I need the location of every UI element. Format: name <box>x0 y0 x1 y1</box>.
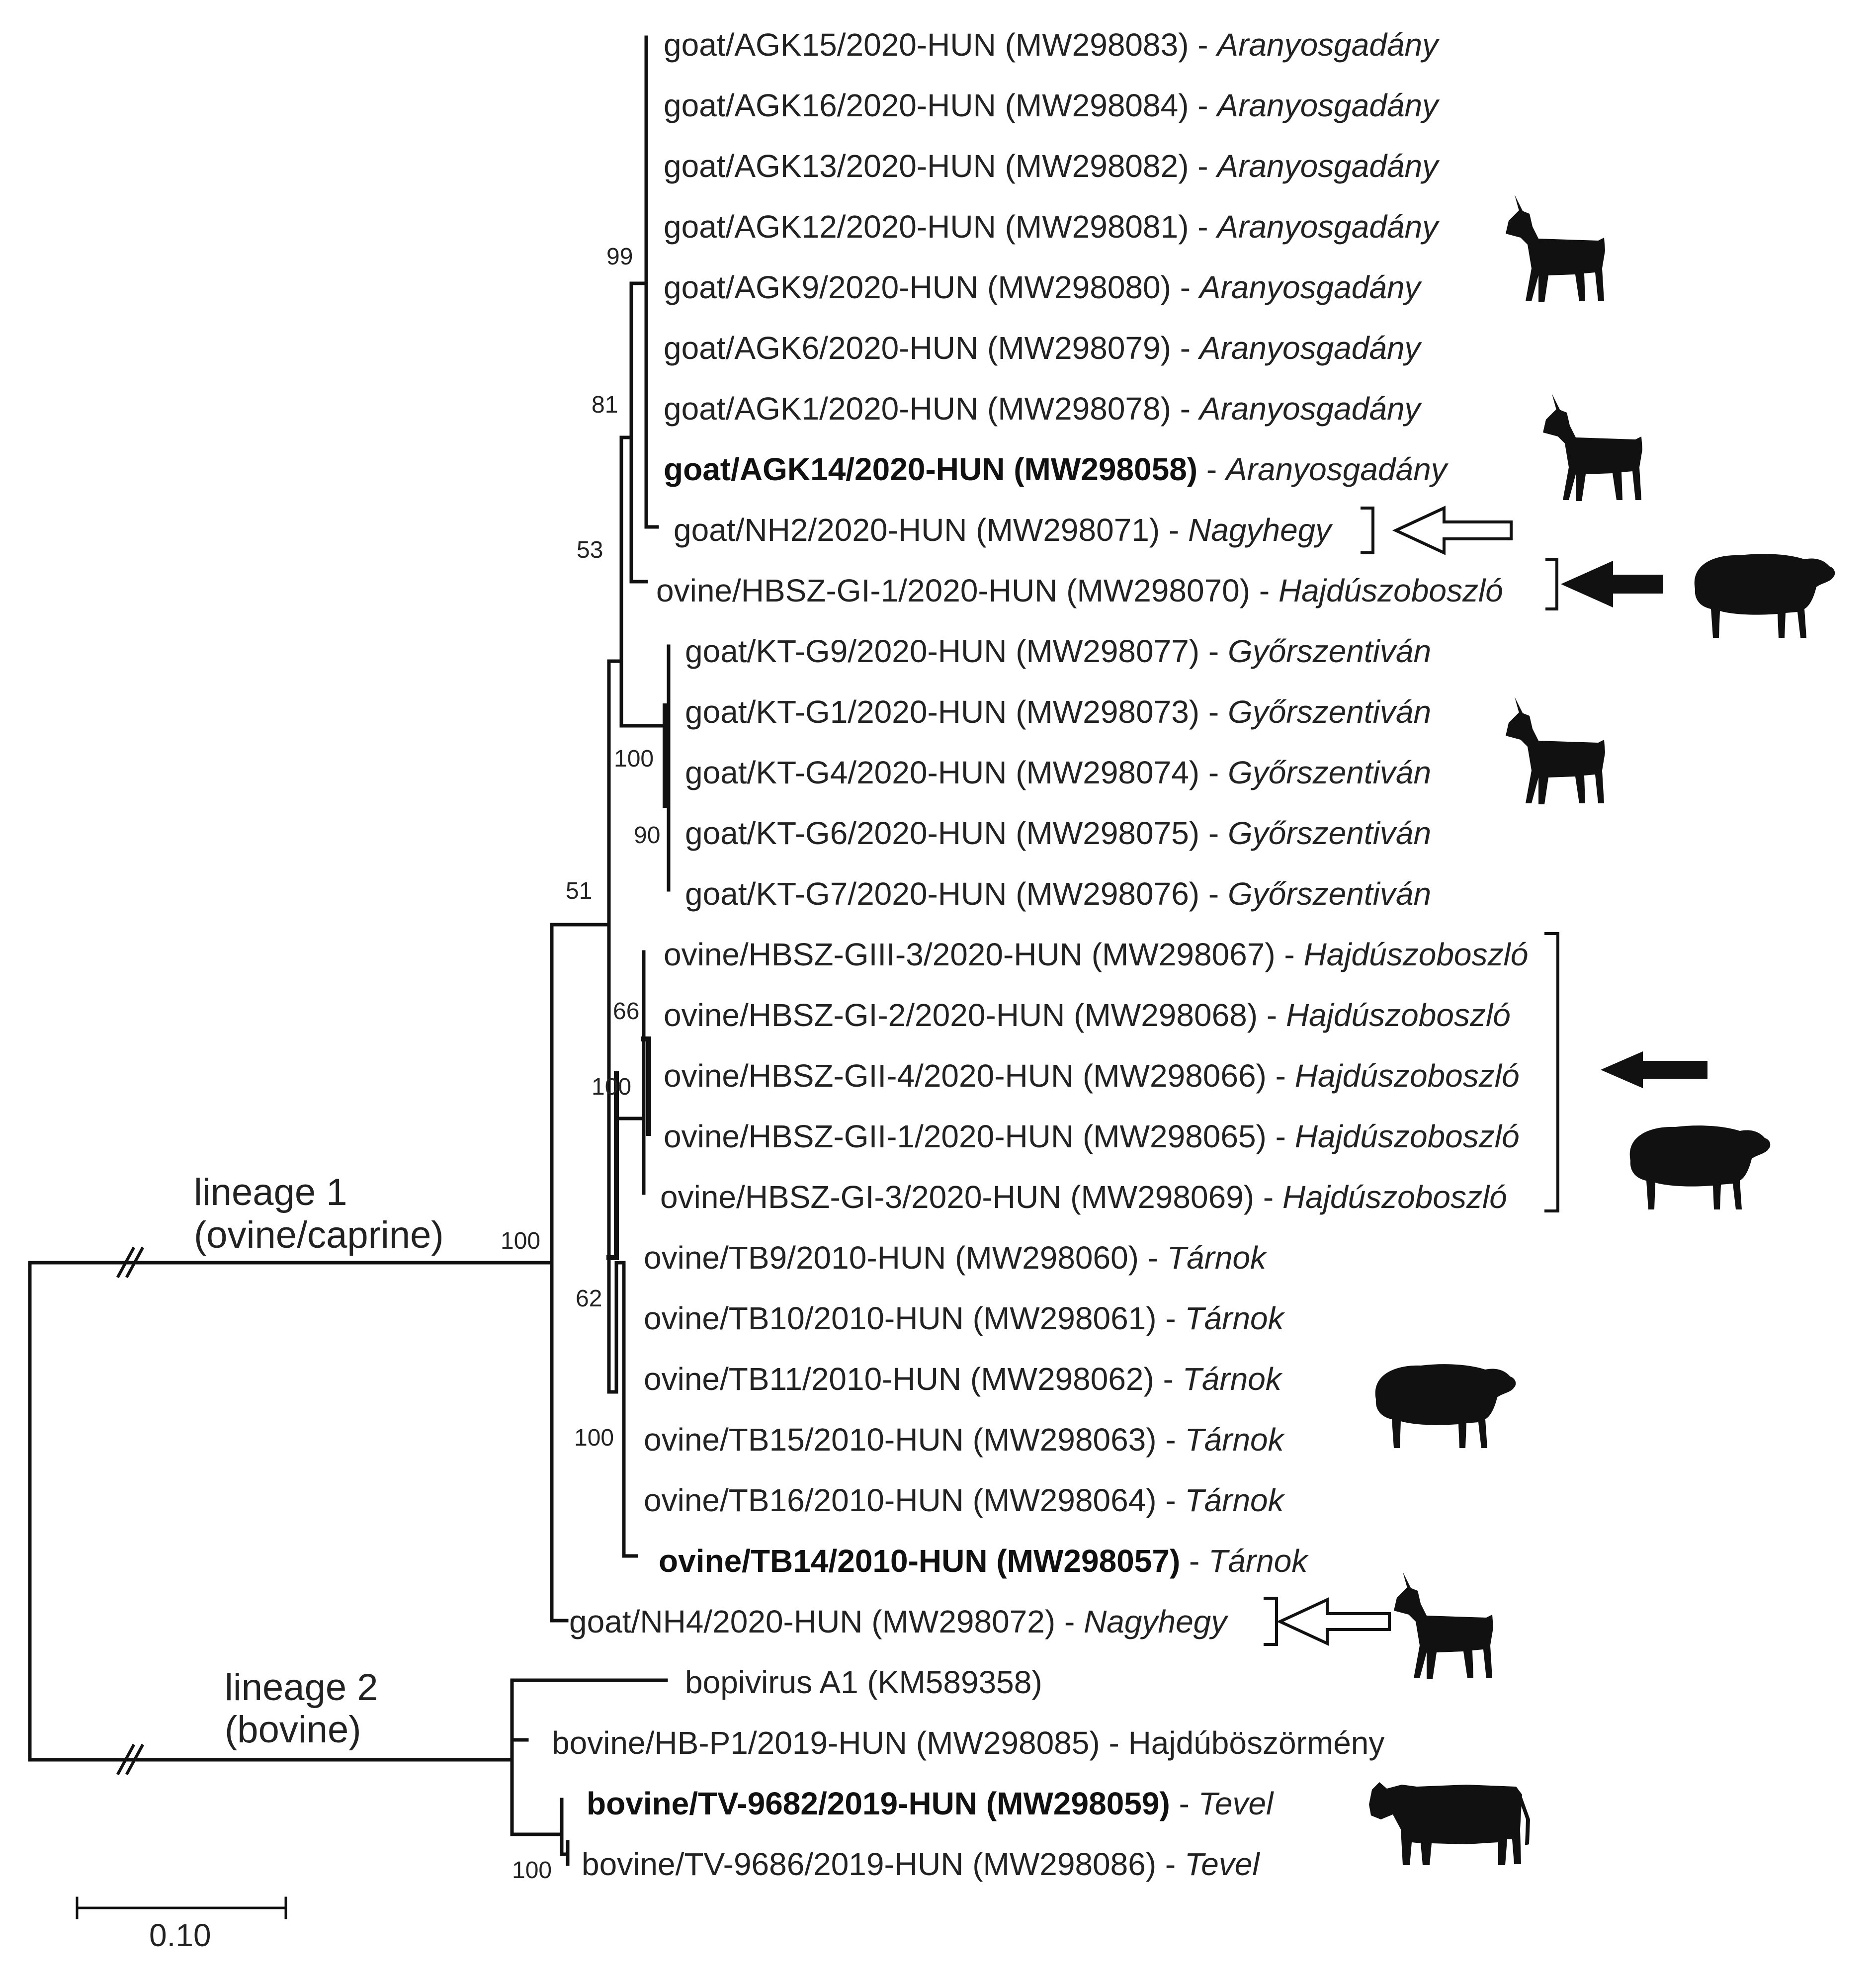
taxon-label: goat/KT-G9/2020-HUN (MW298077) - Győrsze… <box>685 633 1431 669</box>
bootstrap-value: 81 <box>592 392 618 418</box>
lineage-1-label: lineage 1 <box>194 1171 347 1213</box>
taxon-label: goat/KT-G7/2020-HUN (MW298076) - Győrsze… <box>685 876 1431 912</box>
bootstrap-value: 100 <box>592 1074 631 1100</box>
bootstrap-value: 99 <box>606 244 633 270</box>
taxon-label: ovine/TB16/2010-HUN (MW298064) - Tárnok <box>644 1482 1285 1518</box>
taxon-label: ovine/HBSZ-GI-3/2020-HUN (MW298069) - Ha… <box>660 1179 1507 1215</box>
bootstrap-value: 62 <box>576 1286 602 1312</box>
taxon-label: goat/KT-G4/2020-HUN (MW298074) - Győrsze… <box>685 755 1431 790</box>
taxon-label: goat/NH4/2020-HUN (MW298072) - Nagyhegy <box>569 1604 1229 1639</box>
annotations <box>1264 506 1707 1646</box>
bootstrap-value: 100 <box>512 1857 552 1884</box>
taxon-label: goat/AGK6/2020-HUN (MW298079) - Aranyosg… <box>664 330 1423 366</box>
taxon-label: bovine/HB-P1/2019-HUN (MW298085) - Hajdú… <box>552 1725 1384 1761</box>
taxon-label: goat/AGK15/2020-HUN (MW298083) - Aranyos… <box>664 27 1440 63</box>
bootstrap-value: 53 <box>577 537 603 563</box>
taxon-label: ovine/TB14/2010-HUN (MW298057) - Tárnok <box>659 1543 1309 1579</box>
hbsz-clade-node <box>606 1071 619 1260</box>
lineage-labels: lineage 1 (ovine/caprine) lineage 2 (bov… <box>194 1171 444 1751</box>
lineage-2-sublabel: (bovine) <box>225 1709 361 1751</box>
taxon-label: ovine/HBSZ-GIII-3/2020-HUN (MW298067) - … <box>664 937 1528 972</box>
taxon-label: goat/KT-G1/2020-HUN (MW298073) - Győrsze… <box>685 694 1431 730</box>
nh2-bracket <box>1361 507 1374 554</box>
taxon-label: goat/KT-G6/2020-HUN (MW298075) - Győrsze… <box>685 815 1431 851</box>
taxon-label: ovine/HBSZ-GII-1/2020-HUN (MW298065) - H… <box>664 1119 1520 1154</box>
hbsz-gi1-arrow <box>1561 561 1663 607</box>
hbsz-branch <box>614 950 646 1195</box>
taxon-label: ovine/HBSZ-GII-4/2020-HUN (MW298066) - H… <box>664 1058 1520 1094</box>
taxon-label: goat/AGK16/2020-HUN (MW298084) - Aranyos… <box>664 87 1440 123</box>
bootstrap-value: 66 <box>613 998 639 1025</box>
sheep-icon <box>1694 554 1835 638</box>
goat-icon <box>1506 697 1605 804</box>
axis-break-marks <box>116 1246 145 1776</box>
taxon-label: bovine/TV-9682/2019-HUN (MW298059) - Tev… <box>587 1786 1274 1821</box>
bootstrap-value: 100 <box>501 1228 540 1254</box>
tree-branches <box>28 35 671 1866</box>
bootstrap-values: 99 81 53 100 90 51 66 100 62 100 100 100 <box>501 244 660 1884</box>
scale-label: 0.10 <box>149 1917 211 1953</box>
taxon-label: goat/AGK14/2020-HUN (MW298058) - Aranyos… <box>664 451 1449 487</box>
taxon-label: goat/AGK13/2020-HUN (MW298082) - Aranyos… <box>664 148 1440 184</box>
hbsz-inner-node-66 <box>641 1036 651 1136</box>
taxon-label: ovine/TB15/2010-HUN (MW298063) - Tárnok <box>644 1422 1285 1458</box>
taxon-label: goat/AGK9/2020-HUN (MW298080) - Aranyosg… <box>664 269 1423 305</box>
hbsz-bracket <box>1544 932 1559 1212</box>
bootstrap-value: 51 <box>566 878 592 904</box>
taxon-label: ovine/HBSZ-GI-1/2020-HUN (MW298070) - Ha… <box>656 573 1503 608</box>
bootstrap-value: 100 <box>574 1425 614 1451</box>
taxon-label: bovine/TV-9686/2019-HUN (MW298086) - Tev… <box>582 1846 1260 1882</box>
taxon-label: goat/AGK12/2020-HUN (MW298081) - Aranyos… <box>664 209 1440 245</box>
taxon-label: ovine/TB10/2010-HUN (MW298061) - Tárnok <box>644 1300 1285 1336</box>
taxon-label: bopivirus A1 (KM589358) <box>685 1664 1042 1700</box>
tb-clade-branch <box>607 1261 626 1394</box>
tv9686-inner-branch <box>560 1840 570 1866</box>
cow-icon <box>1369 1782 1530 1865</box>
taxon-labels: goat/AGK15/2020-HUN (MW298083) - Aranyos… <box>552 27 1528 1882</box>
goat-icon <box>1394 1572 1493 1679</box>
taxon-label: ovine/HBSZ-GI-2/2020-HUN (MW298068) - Ha… <box>664 997 1511 1033</box>
hbsz-gi1-bracket <box>1545 558 1558 610</box>
scale-bar: 0.10 <box>76 1896 287 1953</box>
taxon-label: goat/NH2/2020-HUN (MW298071) - Nagyhegy <box>674 512 1333 548</box>
nh4-bracket <box>1264 1597 1278 1646</box>
nh2-open-arrow <box>1392 506 1513 555</box>
hbsz-arrow <box>1601 1051 1707 1088</box>
taxon-label: goat/AGK1/2020-HUN (MW298078) - Aranyosg… <box>664 391 1423 427</box>
taxon-label: ovine/TB9/2010-HUN (MW298060) - Tárnok <box>644 1240 1268 1276</box>
lineage-1-sublabel: (ovine/caprine) <box>194 1214 444 1256</box>
sheep-icon <box>1375 1364 1516 1448</box>
goat-icon <box>1543 394 1642 501</box>
nh4-open-arrow <box>1276 1597 1391 1646</box>
goat-icon <box>1506 195 1605 302</box>
bootstrap-value: 90 <box>634 822 660 849</box>
tevel-branch <box>510 1798 564 1856</box>
bootstrap-value: 100 <box>614 746 654 772</box>
lineage-2-label: lineage 2 <box>225 1666 378 1709</box>
sheep-icon <box>1629 1125 1771 1209</box>
taxon-label: ovine/TB11/2010-HUN (MW298062) - Tárnok <box>644 1361 1283 1397</box>
